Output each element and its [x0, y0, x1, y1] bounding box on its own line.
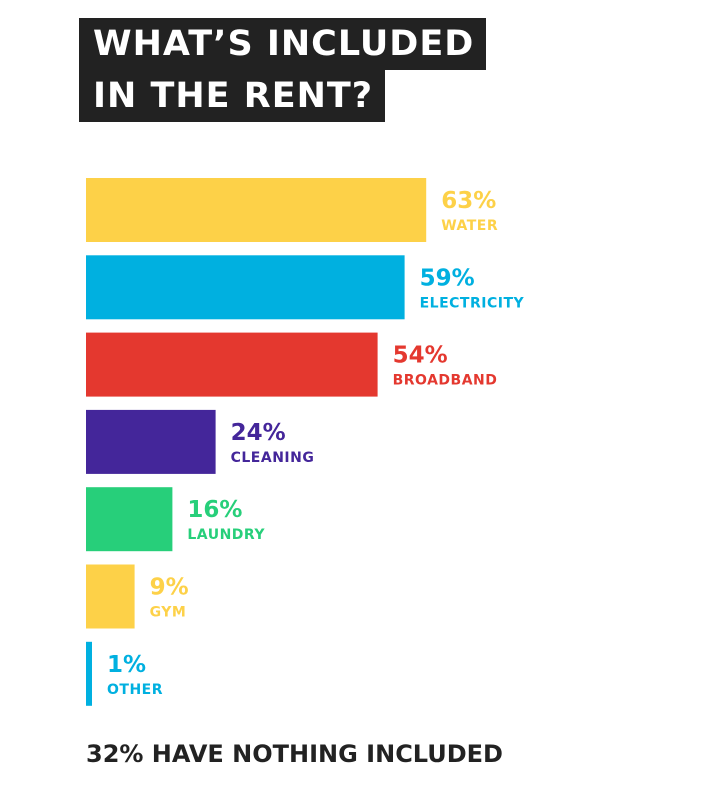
category-label-laundry: LAUNDRY	[187, 527, 265, 543]
bar-water	[86, 178, 427, 242]
category-label-other: OTHER	[107, 682, 163, 698]
category-label-cleaning: CLEANING	[231, 450, 315, 466]
category-label-broadband: BROADBAND	[393, 373, 498, 389]
bar-other	[86, 641, 92, 706]
chart-title-line-1: WHAT’S INCLUDED	[79, 18, 487, 70]
value-label-gym: 9%	[150, 575, 189, 601]
bar-gym	[86, 564, 135, 629]
bar-broadband	[86, 332, 378, 397]
chart-title-line-2: IN THE RENT?	[79, 70, 386, 122]
value-label-broadband: 54%	[393, 343, 448, 369]
bar-electricity	[86, 255, 405, 320]
value-label-electricity: 59%	[420, 265, 475, 291]
value-label-water: 63%	[441, 188, 496, 214]
category-label-gym: GYM	[150, 605, 187, 621]
value-label-other: 1%	[107, 652, 146, 678]
bar-laundry	[86, 487, 173, 552]
chart-title: WHAT’S INCLUDED IN THE RENT?	[79, 18, 487, 122]
bar-cleaning	[86, 409, 216, 474]
category-label-water: WATER	[441, 218, 498, 234]
footer-note: 32% HAVE NOTHING INCLUDED	[86, 740, 503, 768]
value-label-cleaning: 24%	[231, 420, 286, 446]
category-label-electricity: ELECTRICITY	[420, 295, 525, 311]
value-label-laundry: 16%	[187, 497, 242, 523]
